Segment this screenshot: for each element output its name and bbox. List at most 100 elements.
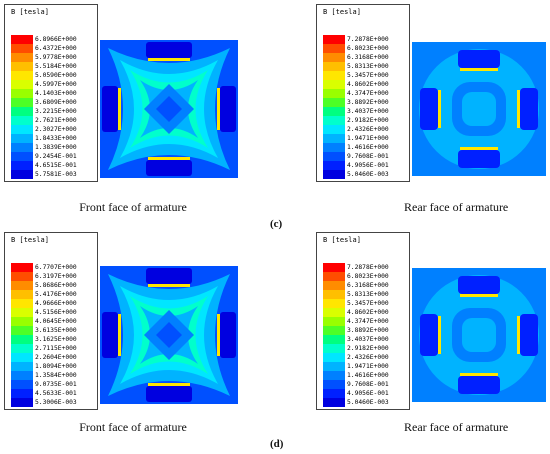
legend-rear-c: B [tesla] 7.2878E+000 6.8023E+000 6.3168E+… (316, 4, 410, 182)
legend-value: 1.3839E+000 (35, 144, 77, 151)
color-swatch (323, 299, 345, 308)
legend-value: 4.9056E-001 (347, 390, 389, 397)
color-swatch (11, 53, 33, 62)
color-swatch (323, 398, 345, 407)
color-swatch (323, 290, 345, 299)
color-swatch (323, 53, 345, 62)
color-swatch (323, 308, 345, 317)
front-field-plot-c (100, 40, 238, 178)
color-swatch (11, 62, 33, 71)
color-swatch (11, 353, 33, 362)
legend-value: 6.4372E+000 (35, 45, 77, 52)
color-swatch (11, 281, 33, 290)
color-swatch (11, 116, 33, 125)
legend-title: B [tesla] (11, 8, 49, 16)
legend-value: 5.3006E-003 (35, 399, 77, 406)
legend-value: 3.8892E+000 (347, 327, 389, 334)
color-swatch (323, 353, 345, 362)
legend-values: 6.7707E+000 6.3197E+000 5.8686E+000 5.4176E… (35, 263, 77, 407)
legend-value: 5.8686E+000 (35, 282, 77, 289)
color-swatch (11, 317, 33, 326)
caption-front-d: Front face of armature (79, 420, 187, 434)
legend-title: B [tesla] (323, 236, 361, 244)
legend-value: 4.9666E+000 (35, 300, 77, 307)
legend-title: B [tesla] (323, 8, 361, 16)
color-scale (11, 263, 33, 407)
legend-value: 6.8023E+000 (347, 273, 389, 280)
legend-value: 2.4326E+000 (347, 126, 389, 133)
front-field-plot-d (100, 266, 238, 404)
legend-value: 4.3747E+000 (347, 318, 389, 325)
color-swatch (11, 308, 33, 317)
rear-field-plot-d (412, 268, 546, 402)
legend-value: 3.6809E+000 (35, 99, 77, 106)
color-swatch (11, 290, 33, 299)
color-swatch (323, 71, 345, 80)
legend-value: 2.9182E+000 (347, 117, 389, 124)
color-swatch (323, 170, 345, 179)
color-swatch (323, 35, 345, 44)
legend-value: 5.8313E+000 (347, 291, 389, 298)
legend-value: 6.3168E+000 (347, 54, 389, 61)
caption-rear-c: Rear face of armature (404, 200, 509, 214)
legend-value: 6.8023E+000 (347, 45, 389, 52)
color-swatch (323, 125, 345, 134)
color-swatch (323, 362, 345, 371)
legend-value: 6.3168E+000 (347, 282, 389, 289)
legend-value: 9.2454E-001 (35, 153, 77, 160)
color-swatch (11, 98, 33, 107)
legend-value: 6.3197E+000 (35, 273, 77, 280)
legend-value: 3.4037E+000 (347, 336, 389, 343)
legend-value: 3.4037E+000 (347, 108, 389, 115)
color-swatch (11, 107, 33, 116)
caption-front-c: Front face of armature (79, 200, 187, 214)
color-swatch (323, 143, 345, 152)
color-swatch (323, 344, 345, 353)
legend-rear-d: B [tesla] 7.2878E+000 6.8023E+000 6.3168E+… (316, 232, 410, 410)
legend-value: 7.2878E+000 (347, 264, 389, 271)
color-swatch (11, 35, 33, 44)
legend-value: 7.2878E+000 (347, 36, 389, 43)
color-scale (323, 35, 345, 179)
legend-value: 3.6135E+000 (35, 327, 77, 334)
legend-value: 3.2215E+000 (35, 108, 77, 115)
color-swatch (323, 161, 345, 170)
legend-value: 5.4176E+000 (35, 291, 77, 298)
color-swatch (323, 317, 345, 326)
legend-value: 2.2604E+000 (35, 354, 77, 361)
legend-value: 2.7621E+000 (35, 117, 77, 124)
color-swatch (11, 170, 33, 179)
panel-label-d: (d) (270, 438, 284, 450)
legend-value: 4.6515E-001 (35, 162, 77, 169)
color-swatch (323, 389, 345, 398)
color-swatch (323, 89, 345, 98)
color-swatch (11, 344, 33, 353)
color-swatch (11, 335, 33, 344)
legend-value: 1.9471E+000 (347, 135, 389, 142)
color-swatch (11, 272, 33, 281)
legend-values: 6.8966E+000 6.4372E+000 5.9778E+000 5.5184E… (35, 35, 77, 179)
legend-value: 3.8892E+000 (347, 99, 389, 106)
color-swatch (11, 299, 33, 308)
legend-value: 5.8313E+000 (347, 63, 389, 70)
legend-values: 7.2878E+000 6.8023E+000 6.3168E+000 5.8313E… (347, 35, 389, 179)
legend-value: 4.0645E+000 (35, 318, 77, 325)
color-swatch (323, 152, 345, 161)
legend-value: 5.0460E-003 (347, 171, 389, 178)
legend-value: 4.8602E+000 (347, 309, 389, 316)
legend-value: 1.3584E+000 (35, 372, 77, 379)
legend-value: 1.4616E+000 (347, 372, 389, 379)
legend-front-d: B [tesla] 6.7707E+000 6.3197E+000 5.8686E+… (4, 232, 98, 410)
legend-value: 5.7581E-003 (35, 171, 77, 178)
legend-value: 5.3457E+000 (347, 72, 389, 79)
legend-value: 5.0590E+000 (35, 72, 77, 79)
legend-value: 1.9471E+000 (347, 363, 389, 370)
legend-front-c: B [tesla] 6.8966E+000 6.4372E+000 5.9778E+… (4, 4, 98, 182)
legend-value: 2.7115E+000 (35, 345, 77, 352)
color-scale (11, 35, 33, 179)
color-swatch (11, 89, 33, 98)
color-swatch (11, 80, 33, 89)
legend-value: 6.7707E+000 (35, 264, 77, 271)
color-swatch (11, 371, 33, 380)
color-swatch (323, 134, 345, 143)
